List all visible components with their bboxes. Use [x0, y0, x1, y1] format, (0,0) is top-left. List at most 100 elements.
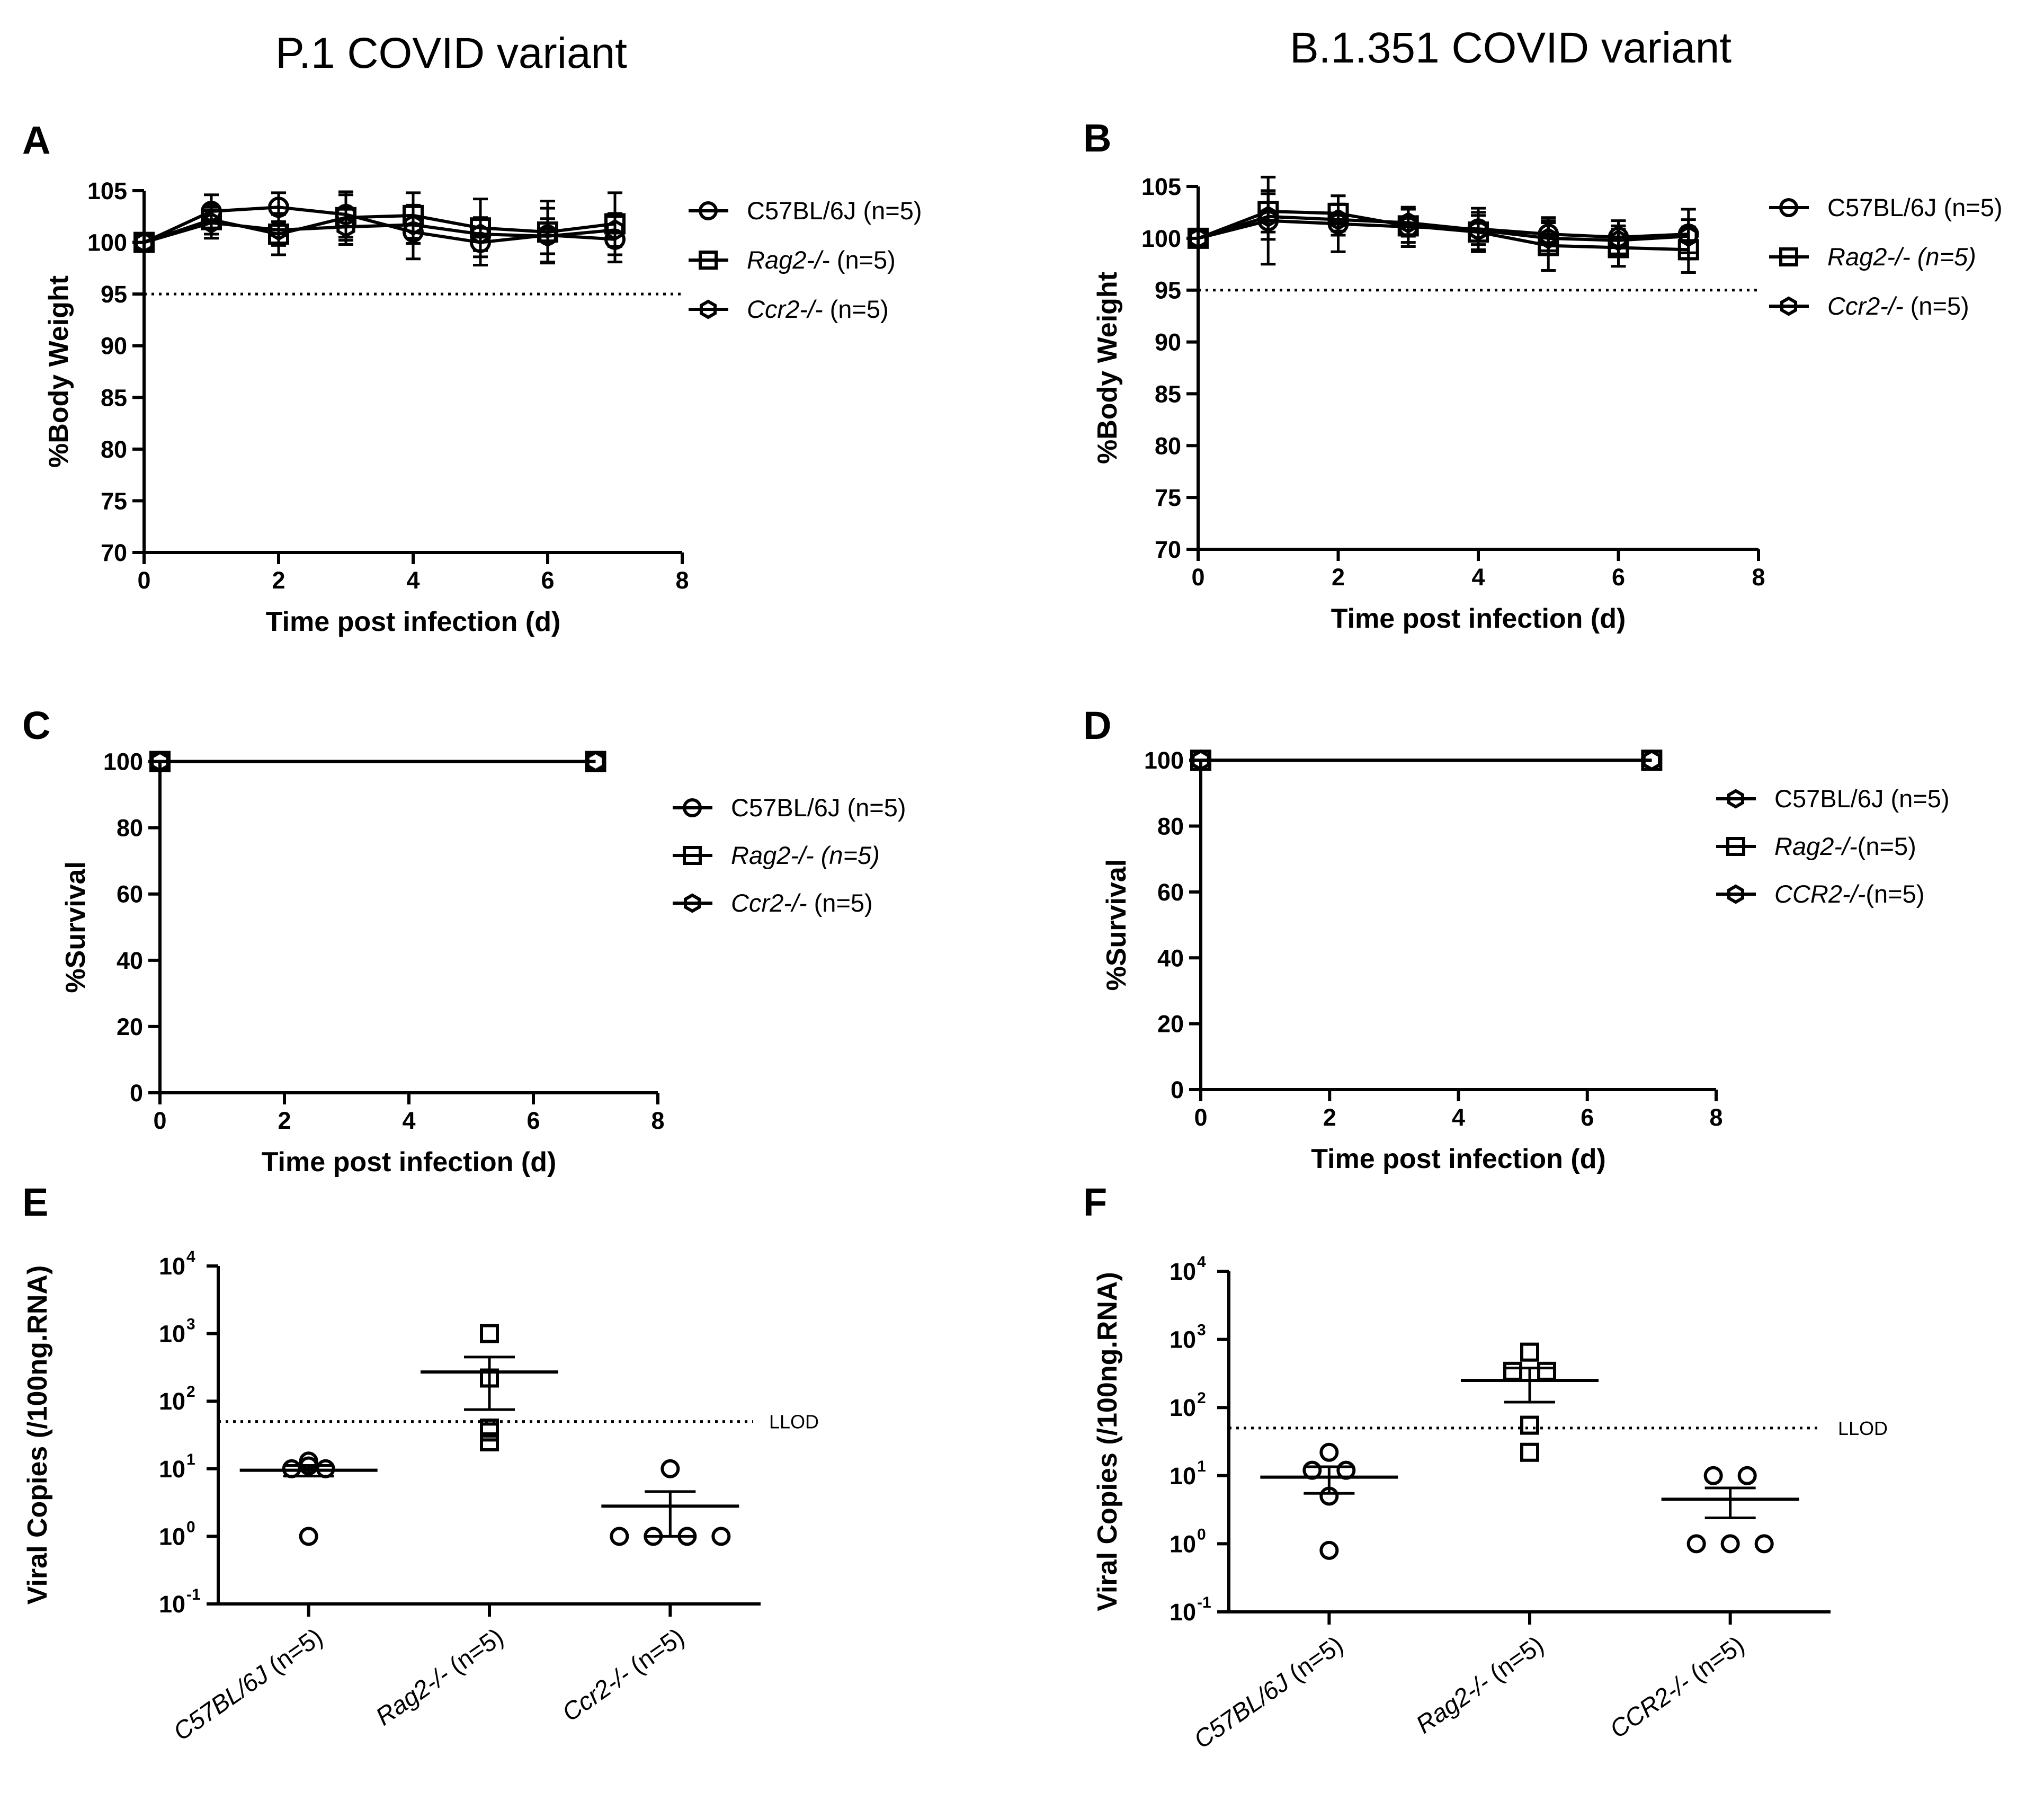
group-0: C57BL/6J (n=5) — [1189, 1442, 1398, 1754]
category-label: Rag2-/- (n=5) — [370, 1622, 508, 1731]
x-axis-title: Time post infection (d) — [1331, 603, 1626, 634]
legend-marker-0 — [1727, 789, 1744, 809]
y-tick-label: 85 — [101, 384, 127, 411]
data-point — [711, 1527, 731, 1546]
y-tick-label: 70 — [101, 539, 127, 566]
y-tick-label: 100 — [87, 229, 127, 256]
data-point — [677, 1527, 697, 1546]
y-tick-label: 100 — [1141, 225, 1181, 252]
legend-entry-1: Rag2-/- (n=5) — [731, 841, 880, 869]
x-axis-title: Time post infection (d) — [266, 607, 561, 637]
legend-n-2: (n=5) — [1904, 292, 1969, 320]
series-2 — [135, 204, 624, 255]
y-tick-exponent: 3 — [186, 1316, 195, 1333]
y-tick-label: 0 — [130, 1080, 143, 1107]
data-point — [299, 1527, 318, 1546]
category-n: (n=5) — [439, 1622, 508, 1683]
data-point — [644, 1527, 663, 1546]
data-point — [1737, 1466, 1757, 1485]
panel-label: A — [22, 118, 50, 162]
y-tick-label: 10 — [1170, 1530, 1196, 1557]
data-point — [471, 223, 490, 245]
panel-d-survival-b1351: D 0 20 40 60 80 100 0 2 4 6 8 Time post infection (d… — [1083, 703, 1950, 1174]
y-tick-label: 10 — [159, 1591, 185, 1618]
data-point — [336, 216, 355, 238]
y-tick-exponent: 4 — [1197, 1253, 1206, 1271]
category-name: Rag2-/- — [370, 1660, 454, 1731]
data-point — [1503, 1361, 1522, 1381]
data-point — [1520, 1342, 1539, 1362]
panel-label: F — [1083, 1180, 1107, 1224]
category-name: C57BL/6J — [168, 1660, 274, 1746]
category-label: CCR2-/- (n=5) — [1604, 1630, 1749, 1743]
y-tick-label: 10 — [1170, 1258, 1196, 1285]
y-tick-exponent: 2 — [186, 1383, 195, 1401]
data-point — [1642, 749, 1662, 771]
legend-entry-1: Rag2-/- (n=5) — [747, 246, 896, 274]
legend-name-1: Rag2-/- (n=5) — [1827, 243, 1976, 271]
data-point — [480, 1432, 499, 1452]
x-tick-label: 4 — [406, 567, 419, 594]
category-name: CCR2-/- — [1604, 1668, 1695, 1743]
data-point — [1720, 1534, 1740, 1554]
y-tick-label: 0 — [1171, 1076, 1184, 1103]
panel-a-body-weight-p1: A 70 75 80 85 90 95 100 105 0 2 4 6 8 Time post infect… — [22, 118, 922, 637]
data-point — [1520, 1415, 1539, 1435]
y-tick-label: 60 — [117, 881, 143, 908]
y-tick-label: 20 — [1157, 1011, 1184, 1038]
legend-name-0: C57BL/6J — [731, 793, 840, 822]
legend-entry-0: C57BL/6J (n=5) — [747, 197, 922, 225]
legend-marker-2 — [1780, 296, 1797, 316]
legend-marker-1 — [683, 846, 702, 865]
data-point — [1703, 1466, 1723, 1485]
legend-n-2: (n=5) — [1866, 880, 1924, 908]
data-point — [480, 1368, 499, 1388]
category-n: (n=5) — [1278, 1630, 1348, 1691]
y-axis-title: %Survival — [1101, 859, 1132, 991]
y-tick-label: 10 — [1170, 1599, 1196, 1626]
y-tick-label: 80 — [1155, 432, 1181, 459]
y-axis-title: Viral Copies (/100ng.RNA) — [1092, 1272, 1123, 1611]
y-tick-exponent: 0 — [186, 1518, 195, 1536]
y-tick-label: 80 — [117, 815, 143, 842]
series-2 — [1191, 749, 1662, 771]
data-point — [610, 1527, 629, 1546]
y-tick-exponent: -1 — [186, 1586, 201, 1603]
legend-name-1: Rag2-/- — [747, 246, 830, 274]
data-point — [660, 1459, 680, 1478]
y-tick-label: 95 — [1155, 277, 1181, 304]
y-tick-label: 75 — [1155, 484, 1181, 511]
data-point — [480, 1324, 499, 1343]
y-tick-exponent: 0 — [1197, 1526, 1206, 1543]
y-tick-exponent: 1 — [1197, 1458, 1206, 1475]
data-point — [269, 219, 288, 241]
data-point — [1679, 225, 1698, 247]
legend-n-0: (n=5) — [1884, 784, 1949, 813]
data-point — [1189, 227, 1208, 249]
series-2 — [1189, 192, 1698, 256]
y-tick-label: 60 — [1157, 879, 1184, 906]
x-tick-label: 6 — [1581, 1104, 1594, 1131]
legend-n-0: (n=5) — [856, 197, 922, 225]
legend-name-0: C57BL/6J — [1774, 784, 1884, 813]
legend-name-2: Ccr2-/- — [731, 889, 807, 917]
legend-n-0: (n=5) — [1936, 193, 2002, 221]
panel-c-survival-p1: C 0 20 40 60 80 100 0 2 4 6 8 Time post infection (d… — [22, 703, 906, 1178]
legend-marker-1 — [1779, 247, 1798, 266]
data-point — [282, 1459, 301, 1478]
panel-label: D — [1083, 703, 1111, 747]
right-column-title: B.1.351 COVID variant — [1290, 24, 1731, 72]
series-line — [1197, 209, 1689, 252]
x-tick-label: 4 — [1452, 1104, 1465, 1131]
group-2: CCR2-/- (n=5) — [1604, 1466, 1799, 1743]
y-tick-label: 100 — [1144, 747, 1184, 774]
left-column-title: P.1 COVID variant — [275, 29, 627, 77]
data-point — [1319, 1486, 1339, 1506]
y-axis-title: %Survival — [60, 861, 91, 993]
data-point — [1686, 1534, 1706, 1554]
y-tick-label: 70 — [1155, 536, 1181, 563]
legend-entry-2: Ccr2-/- (n=5) — [1827, 292, 1969, 320]
panel-label: E — [22, 1180, 48, 1224]
legend-entry-1: Rag2-/- (n=5) — [1827, 243, 1976, 271]
x-tick-label: 2 — [278, 1107, 291, 1134]
